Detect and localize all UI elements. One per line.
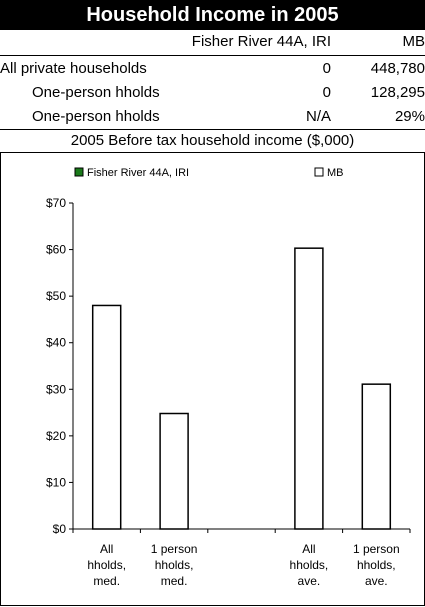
divider bbox=[0, 129, 425, 130]
x-tick-label: hholds, bbox=[290, 558, 329, 572]
row-value-province: 128,295 bbox=[370, 84, 425, 101]
x-tick-label: hholds, bbox=[87, 558, 126, 572]
bar bbox=[361, 383, 392, 530]
x-tick-label: med. bbox=[161, 574, 188, 588]
y-tick-label: $40 bbox=[46, 336, 66, 350]
divider bbox=[0, 55, 425, 56]
row-value-province: 29% bbox=[394, 108, 425, 125]
row-value-local: 0 bbox=[322, 60, 331, 77]
legend-label: MB bbox=[327, 167, 344, 179]
chart-title: 2005 Before tax household income ($,000) bbox=[70, 132, 355, 149]
column-header-province: MB bbox=[402, 33, 425, 50]
y-tick-label: $60 bbox=[46, 243, 66, 257]
x-tick-label: All bbox=[100, 542, 113, 556]
table-row: All private households 0 448,780 bbox=[0, 58, 425, 80]
column-header-local: Fisher River 44A, IRI bbox=[191, 33, 331, 50]
x-tick-label: ave. bbox=[298, 574, 321, 588]
y-tick-label: $50 bbox=[46, 289, 66, 303]
row-label: All private households bbox=[0, 60, 147, 77]
divider bbox=[0, 152, 425, 153]
bar bbox=[91, 304, 122, 530]
column-header-row: Fisher River 44A, IRI MB bbox=[0, 31, 425, 53]
row-label: One-person hholds bbox=[32, 84, 160, 101]
y-axis: $0 $10 $20 $30 $40 $50 $60 $70 bbox=[46, 196, 411, 536]
x-tick-label: med. bbox=[93, 574, 120, 588]
table-row: One-person hholds 0 128,295 bbox=[0, 82, 425, 104]
y-tick-label: $10 bbox=[46, 475, 66, 489]
table-row: One-person hholds N/A 29% bbox=[0, 106, 425, 128]
x-tick-label: 1 person bbox=[151, 542, 198, 556]
y-tick-label: $70 bbox=[46, 196, 66, 210]
chart-legend: Fisher River 44A, IRI MB bbox=[74, 167, 344, 179]
row-value-local: N/A bbox=[305, 108, 331, 125]
y-tick-label: $20 bbox=[46, 429, 66, 443]
legend-swatch bbox=[314, 167, 324, 177]
legend-swatch bbox=[74, 167, 84, 177]
x-tick-label: hholds, bbox=[155, 558, 194, 572]
x-tick-label: hholds, bbox=[357, 558, 396, 572]
x-tick-label: All bbox=[302, 542, 315, 556]
x-tick-label: 1 person bbox=[353, 542, 400, 556]
row-value-province: 448,780 bbox=[370, 60, 425, 77]
legend-label: Fisher River 44A, IRI bbox=[87, 167, 189, 179]
bar bbox=[159, 412, 189, 530]
x-axis-labels: All hholds, med. 1 person hholds, med. All hhol… bbox=[87, 542, 399, 588]
bars bbox=[91, 247, 392, 530]
bar bbox=[294, 247, 324, 530]
page-title: Household Income in 2005 bbox=[0, 0, 425, 30]
row-value-local: 0 bbox=[322, 84, 331, 101]
y-tick-label: $30 bbox=[46, 382, 66, 396]
y-tick-label: $0 bbox=[53, 522, 67, 536]
x-tick-label: ave. bbox=[365, 574, 388, 588]
row-label: One-person hholds bbox=[32, 108, 160, 125]
